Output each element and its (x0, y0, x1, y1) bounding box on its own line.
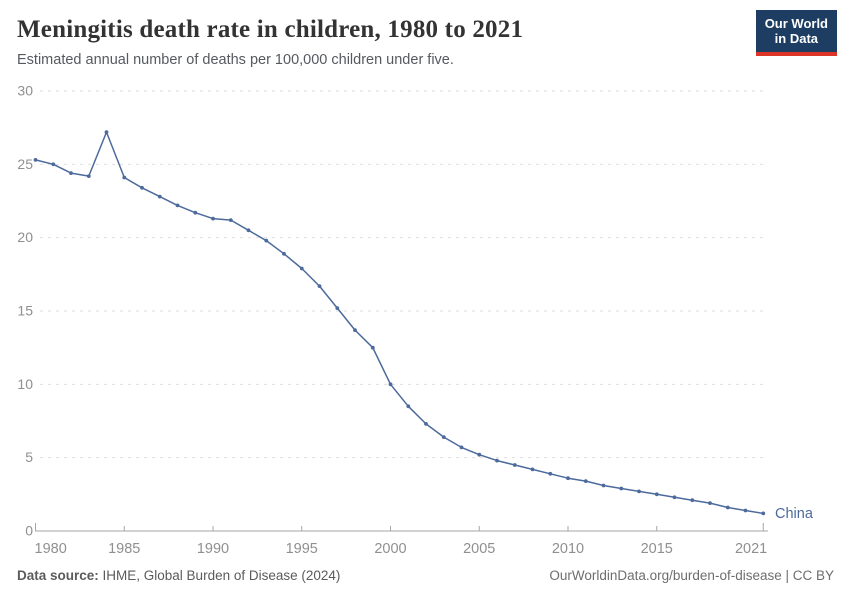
data-point[interactable] (157, 194, 162, 199)
y-tick-label: 20 (17, 229, 33, 245)
data-point[interactable] (246, 228, 251, 233)
data-point[interactable] (264, 238, 269, 243)
data-point[interactable] (548, 471, 553, 476)
data-point[interactable] (86, 174, 91, 179)
data-point[interactable] (459, 445, 464, 450)
y-tick-label: 0 (25, 523, 33, 539)
y-tick-label: 10 (17, 376, 33, 392)
data-point[interactable] (370, 345, 375, 350)
data-point[interactable] (566, 476, 570, 481)
owid-logo-line2: in Data (774, 30, 819, 46)
data-point[interactable] (583, 479, 588, 483)
data-source-value: IHME, Global Burden of Disease (2024) (98, 568, 341, 583)
data-point[interactable] (69, 171, 73, 176)
data-point[interactable] (51, 162, 56, 167)
x-tick-label: 2021 (735, 541, 767, 557)
x-tick-label: 1980 (35, 541, 67, 557)
y-tick-label: 25 (17, 156, 33, 172)
data-point[interactable] (637, 489, 641, 494)
data-point[interactable] (495, 458, 499, 463)
y-tick-label: 5 (25, 449, 33, 465)
license-link[interactable]: OurWorldinData.org/burden-of-disease | C… (549, 568, 834, 583)
data-point[interactable] (725, 505, 730, 510)
owid-logo: Our World in Data (755, 10, 837, 56)
x-tick-label: 1985 (108, 541, 140, 557)
data-point[interactable] (477, 452, 482, 457)
data-point[interactable] (601, 483, 606, 488)
data-point[interactable] (619, 486, 624, 491)
data-source-label: Data source: (17, 568, 99, 583)
x-tick-label: 2015 (641, 541, 673, 557)
data-point[interactable] (193, 210, 198, 215)
data-point[interactable] (140, 185, 144, 190)
owid-logo-line1: Our World (764, 16, 828, 31)
data-point[interactable] (211, 216, 215, 221)
x-tick-label: 1990 (197, 541, 229, 557)
data-point[interactable] (690, 498, 695, 503)
x-tick-label: 2005 (463, 541, 495, 557)
data-point[interactable] (353, 328, 357, 332)
data-point[interactable] (335, 306, 340, 310)
y-tick-label: 15 (17, 303, 33, 319)
data-point[interactable] (122, 175, 127, 180)
series-china[interactable]: China (33, 130, 814, 522)
data-point[interactable] (282, 251, 286, 256)
data-source-note: Data source: IHME, Global Burden of Dise… (17, 568, 340, 583)
data-point[interactable] (406, 404, 411, 409)
data-point[interactable] (299, 266, 304, 271)
data-point[interactable] (104, 130, 109, 135)
data-point[interactable] (441, 435, 446, 439)
data-point[interactable] (654, 492, 659, 497)
chart-subtitle: Estimated annual number of deaths per 10… (17, 52, 454, 68)
data-point[interactable] (743, 508, 748, 513)
data-point[interactable] (33, 158, 38, 162)
series-line[interactable] (34, 131, 765, 515)
x-tick-label: 1995 (286, 541, 318, 557)
data-point[interactable] (512, 463, 517, 467)
data-point[interactable] (175, 203, 180, 208)
data-point[interactable] (530, 467, 535, 472)
page-title: Meningitis death rate in children, 1980 … (17, 16, 524, 43)
x-tick-label: 2010 (552, 541, 584, 557)
data-point[interactable] (761, 511, 766, 516)
data-point[interactable] (672, 495, 677, 500)
data-point[interactable] (708, 501, 712, 505)
data-point[interactable] (424, 422, 428, 426)
y-tick-label: 30 (17, 83, 33, 99)
data-point[interactable] (317, 284, 322, 288)
data-point[interactable] (228, 218, 233, 223)
x-tick-label: 2000 (374, 541, 406, 557)
series-label[interactable]: China (775, 506, 814, 522)
data-point[interactable] (388, 382, 393, 387)
